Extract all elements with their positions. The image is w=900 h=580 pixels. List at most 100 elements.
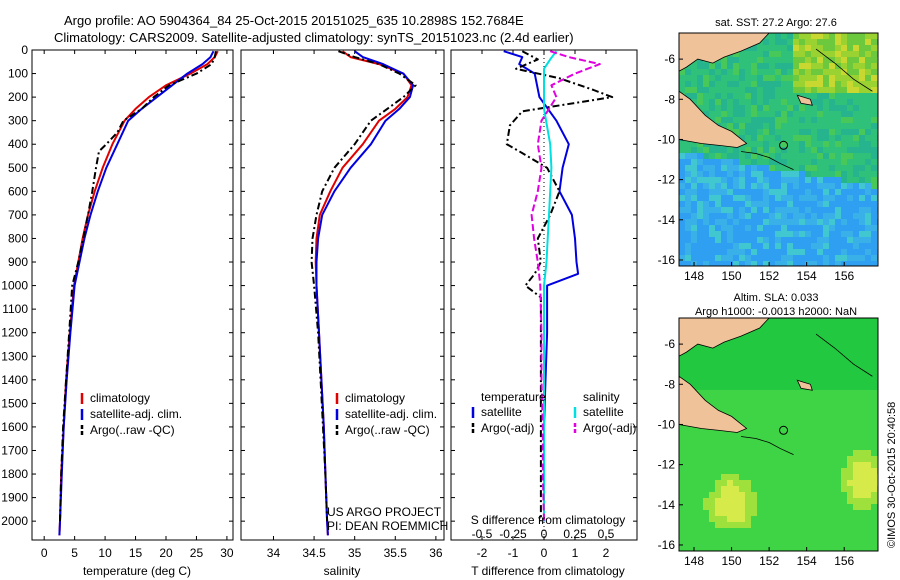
map-cell bbox=[763, 528, 769, 534]
map-cell bbox=[763, 432, 769, 438]
map-cell bbox=[703, 195, 709, 201]
map-cell bbox=[829, 147, 835, 153]
map-cell bbox=[679, 141, 685, 147]
map-cell bbox=[799, 378, 805, 384]
map-cell bbox=[817, 189, 823, 195]
map-cell bbox=[787, 510, 793, 516]
map-cell bbox=[847, 87, 853, 93]
map-cell bbox=[751, 348, 757, 354]
map-cell bbox=[853, 219, 859, 225]
map-cell bbox=[817, 534, 823, 540]
difference-t-argo-adj-line bbox=[505, 50, 614, 522]
map-cell bbox=[745, 69, 751, 75]
map-cell bbox=[679, 219, 685, 225]
map-cell bbox=[865, 237, 871, 243]
map-cell bbox=[865, 468, 871, 474]
map-cell bbox=[751, 522, 757, 528]
map-cell bbox=[745, 378, 751, 384]
map-cell bbox=[697, 450, 703, 456]
map-cell bbox=[787, 480, 793, 486]
map-cell bbox=[835, 213, 841, 219]
map-cell bbox=[835, 462, 841, 468]
map-cell bbox=[871, 51, 877, 57]
map-cell bbox=[799, 243, 805, 249]
map-cell bbox=[769, 516, 775, 522]
map-cell bbox=[853, 378, 859, 384]
map-cell bbox=[703, 87, 709, 93]
map-cell bbox=[805, 534, 811, 540]
map-cell bbox=[751, 153, 757, 159]
map-cell bbox=[871, 324, 877, 330]
map-cell bbox=[847, 414, 853, 420]
map-cell bbox=[829, 378, 835, 384]
map-cell bbox=[769, 504, 775, 510]
map-cell bbox=[739, 348, 745, 354]
map-cell bbox=[841, 528, 847, 534]
map-cell bbox=[781, 522, 787, 528]
map-cell bbox=[859, 201, 865, 207]
map-cell bbox=[823, 354, 829, 360]
map-cell bbox=[841, 177, 847, 183]
map-cell bbox=[733, 372, 739, 378]
map-cell bbox=[733, 414, 739, 420]
map-cell bbox=[829, 123, 835, 129]
map-cell bbox=[703, 243, 709, 249]
map-cell bbox=[811, 462, 817, 468]
map-cell bbox=[805, 324, 811, 330]
map-cell bbox=[799, 426, 805, 432]
map-cell bbox=[781, 330, 787, 336]
map-cell bbox=[799, 372, 805, 378]
map-cell bbox=[685, 69, 691, 75]
map-cell bbox=[841, 81, 847, 87]
map-cell bbox=[865, 318, 871, 324]
salinity-tick-label: 34 bbox=[267, 546, 281, 560]
map-cell bbox=[739, 183, 745, 189]
map-cell bbox=[871, 45, 877, 51]
map-cell bbox=[739, 486, 745, 492]
map-cell bbox=[727, 462, 733, 468]
map-cell bbox=[871, 177, 877, 183]
map-cell bbox=[721, 378, 727, 384]
map-cell bbox=[781, 450, 787, 456]
map-cell bbox=[811, 396, 817, 402]
map-cell bbox=[685, 378, 691, 384]
map-cell bbox=[811, 546, 817, 551]
map-cell bbox=[841, 540, 847, 546]
map-cell bbox=[703, 456, 709, 462]
map-cell bbox=[859, 105, 865, 111]
map-cell bbox=[871, 450, 877, 456]
map-cell bbox=[787, 81, 793, 87]
map-cell bbox=[727, 438, 733, 444]
map-cell bbox=[823, 165, 829, 171]
map-cell bbox=[817, 237, 823, 243]
map-cell bbox=[829, 492, 835, 498]
map-cell bbox=[763, 330, 769, 336]
map-cell bbox=[727, 75, 733, 81]
map-cell bbox=[709, 372, 715, 378]
map-cell bbox=[829, 450, 835, 456]
map-cell bbox=[793, 75, 799, 81]
map-cell bbox=[709, 81, 715, 87]
map-cell bbox=[751, 189, 757, 195]
map-cell bbox=[799, 528, 805, 534]
map-lat-tick-label: -12 bbox=[658, 173, 676, 187]
map-cell bbox=[721, 75, 727, 81]
map-cell bbox=[781, 57, 787, 63]
map-cell bbox=[865, 141, 871, 147]
map-cell bbox=[829, 189, 835, 195]
map-cell bbox=[835, 141, 841, 147]
map-cell bbox=[859, 318, 865, 324]
map-cell bbox=[721, 396, 727, 402]
map-cell bbox=[853, 486, 859, 492]
map-cell bbox=[721, 384, 727, 390]
map-cell bbox=[865, 213, 871, 219]
map-cell bbox=[865, 546, 871, 551]
map-cell bbox=[739, 63, 745, 69]
temperature-tick-label: 20 bbox=[159, 546, 173, 560]
map-cell bbox=[835, 336, 841, 342]
map-cell bbox=[751, 468, 757, 474]
map-cell bbox=[811, 474, 817, 480]
map-cell bbox=[817, 39, 823, 45]
map-cell bbox=[721, 201, 727, 207]
map-cell bbox=[793, 372, 799, 378]
